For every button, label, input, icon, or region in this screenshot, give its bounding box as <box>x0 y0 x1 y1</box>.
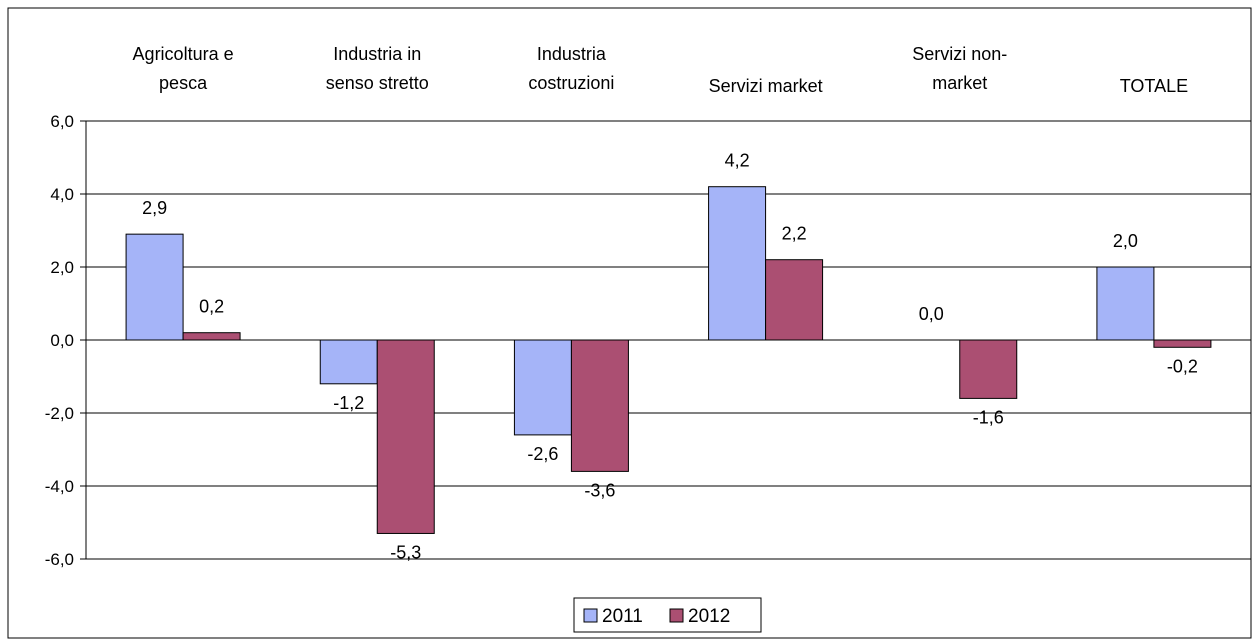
data-label: -3,6 <box>584 480 615 500</box>
legend-box <box>573 597 762 633</box>
data-label: 0,2 <box>199 297 224 317</box>
data-label: -1,6 <box>973 407 1004 427</box>
data-label: 2,9 <box>142 198 167 218</box>
legend-swatch-2012 <box>669 608 684 623</box>
data-label: -1,2 <box>333 393 364 413</box>
y-axis-ticks: 6,0 4,0 2,0 0,0 -2,0 -4,0 -6,0 <box>45 112 86 569</box>
y-tick-label: -4,0 <box>45 477 74 496</box>
legend-label: 2011 <box>602 606 643 627</box>
bar-2011 <box>708 186 767 341</box>
legend-swatch-2011 <box>583 608 598 623</box>
data-label: 4,2 <box>725 151 750 171</box>
bar-2012 <box>1153 339 1212 348</box>
y-tick-label: -2,0 <box>45 404 74 423</box>
y-tick-label: 4,0 <box>50 185 74 204</box>
data-label: -5,3 <box>390 542 421 562</box>
bar-2012 <box>765 259 824 341</box>
category-label: Servizi non-market <box>912 44 1007 93</box>
chart-frame <box>7 7 1252 639</box>
category-label: Industria in senso stretto <box>326 44 429 93</box>
data-labels: 2,9 0,2 -1,2 -5,3 -2,6 -3,6 4,2 2,2 0,0 -1,6 2,0 -0… <box>142 151 1198 563</box>
legend: 2011 2012 <box>573 597 762 633</box>
legend-label: 2012 <box>688 606 730 627</box>
data-label: -0,2 <box>1167 356 1198 376</box>
bar-2012 <box>959 339 1018 399</box>
data-label: 2,2 <box>782 224 807 244</box>
y-tick-label: 2,0 <box>50 258 74 277</box>
category-label: Agricoltura e pesca <box>133 44 234 93</box>
category-label: TOTALE <box>1120 76 1188 96</box>
y-tick-label: -6,0 <box>45 550 74 569</box>
y-tick-label: 6,0 <box>50 112 74 131</box>
gridlines <box>86 120 1251 560</box>
bar-2012 <box>570 339 629 472</box>
category-label: Industria costruzioni <box>528 44 614 93</box>
bar-2012 <box>376 339 435 534</box>
y-tick-label: 0,0 <box>50 331 74 350</box>
data-label: 2,0 <box>1113 231 1138 251</box>
data-label: -2,6 <box>527 444 558 464</box>
category-labels: Agricoltura e pesca Industria in senso stre… <box>133 44 1189 96</box>
bars <box>125 186 1212 534</box>
bar-2011 <box>125 233 184 341</box>
bar-2011 <box>319 339 378 385</box>
bar-2011 <box>1096 266 1155 341</box>
category-label: Servizi market <box>709 76 823 96</box>
bar-2012 <box>182 332 241 341</box>
data-label: 0,0 <box>919 304 944 324</box>
bar-2011 <box>513 339 572 436</box>
